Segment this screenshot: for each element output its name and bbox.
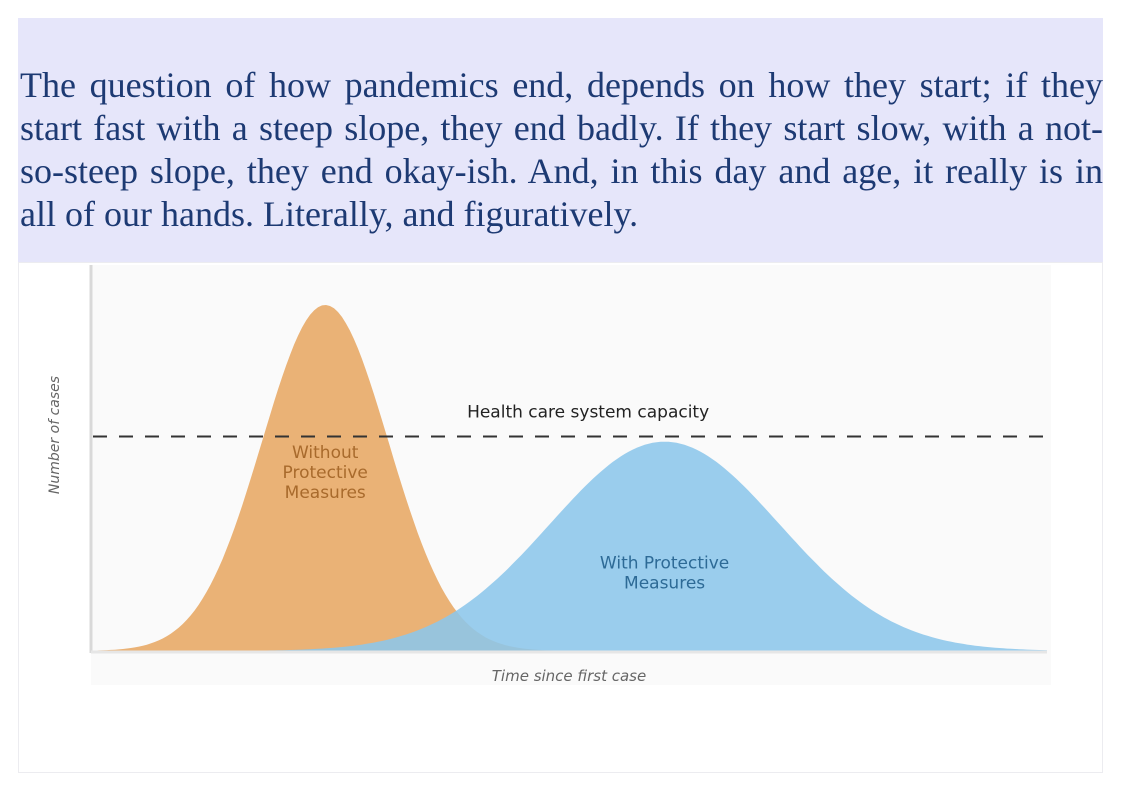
curve-with-protective-measures — [91, 441, 1047, 651]
series-label-with-protective-measures: With Protective Measures — [600, 553, 729, 593]
series-label-line: Without — [292, 443, 359, 463]
series-label-without-protective-measures: Without Protective Measures — [283, 443, 368, 503]
curve-without-protective-measures — [91, 305, 1047, 651]
x-axis-label: Time since first case — [492, 667, 646, 685]
y-axis-label: Number of cases — [47, 376, 63, 494]
capacity-label: Health care system capacity — [467, 402, 709, 422]
flatten-the-curve-chart: Health care system capacity Without Prote… — [19, 263, 1102, 772]
chart-panel: Health care system capacity Without Prote… — [18, 262, 1103, 773]
curves-group — [91, 305, 1047, 651]
caption-text: The question of how pandemics end, depen… — [20, 65, 1103, 234]
series-label-line: With Protective — [600, 553, 729, 573]
series-label-line: Measures — [285, 483, 366, 503]
series-label-line: Measures — [624, 573, 705, 593]
caption-panel: The question of how pandemics end, depen… — [18, 18, 1103, 262]
series-label-line: Protective — [283, 463, 368, 483]
